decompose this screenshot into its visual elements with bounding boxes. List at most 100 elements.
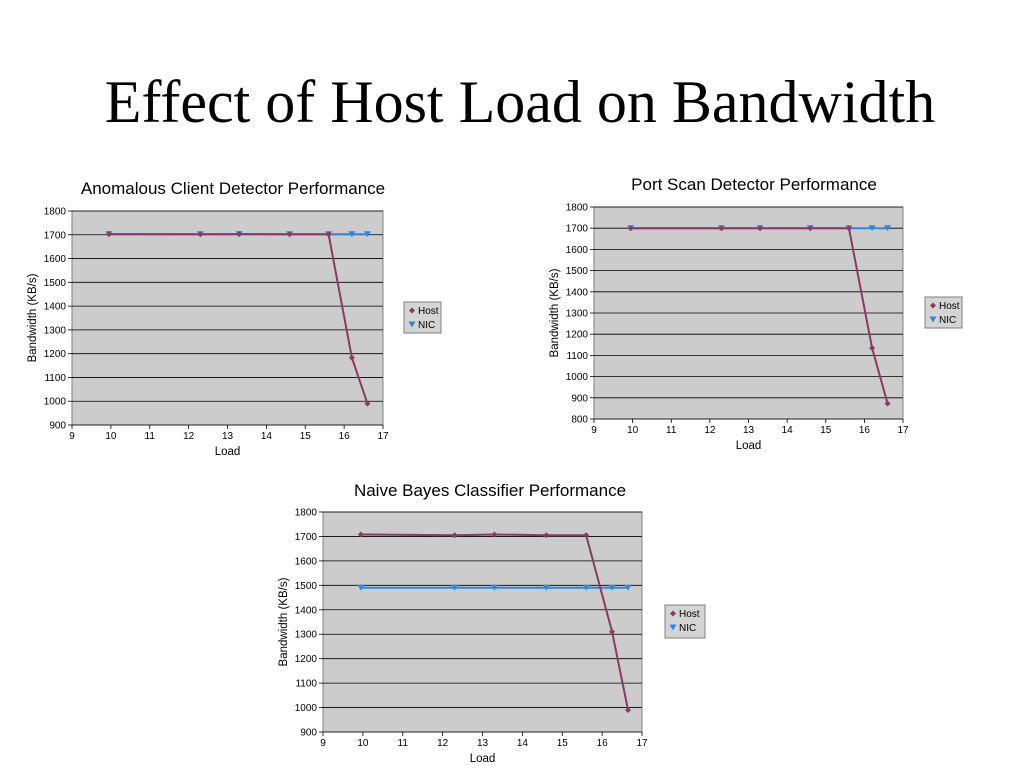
data-point-host	[807, 225, 814, 232]
y-tick-label: 1000	[566, 372, 589, 383]
data-point-host	[491, 531, 498, 538]
y-tick-label: 1600	[44, 254, 67, 265]
data-point-host	[105, 231, 112, 238]
data-point-nic	[363, 231, 371, 238]
y-tick-label: 1500	[566, 266, 589, 277]
data-point-host	[543, 532, 550, 539]
y-tick-label: 1100	[44, 373, 66, 384]
x-tick-label: 16	[597, 738, 609, 749]
x-tick-label: 14	[517, 738, 529, 749]
data-point-host	[609, 628, 616, 635]
data-point-host	[348, 354, 355, 361]
data-point-host	[627, 225, 634, 232]
x-tick-label: 11	[145, 431, 156, 442]
x-axis-label: Load	[470, 753, 496, 765]
x-tick-label: 11	[666, 425, 677, 436]
x-tick-label: 10	[105, 431, 117, 442]
x-tick-label: 12	[704, 425, 716, 436]
y-tick-label: 1800	[44, 207, 67, 218]
y-tick-label: 1000	[44, 397, 67, 408]
y-tick-label: 1500	[295, 581, 318, 592]
y-tick-label: 900	[49, 421, 66, 432]
legend-marker-nic	[408, 321, 416, 328]
legend-label: NIC	[418, 320, 435, 331]
data-point-host	[869, 344, 876, 351]
y-tick-label: 1600	[295, 556, 318, 567]
y-tick-label: 1600	[566, 245, 589, 256]
y-tick-label: 1800	[566, 203, 589, 214]
legend-marker-host	[670, 610, 676, 617]
x-tick-label: 10	[357, 738, 369, 749]
chart-title: Anomalous Client Detector Performance	[81, 179, 385, 198]
x-tick-label: 13	[477, 738, 489, 749]
y-tick-label: 800	[571, 415, 588, 426]
y-tick-label: 1200	[295, 654, 318, 665]
x-axis-label: Load	[215, 446, 241, 458]
data-point-host	[757, 225, 764, 232]
x-tick-label: 17	[377, 431, 389, 442]
x-tick-label: 16	[859, 425, 871, 436]
data-point-host	[625, 707, 632, 713]
y-tick-label: 1000	[295, 703, 318, 714]
x-tick-label: 15	[820, 425, 832, 436]
legend-marker-nic	[929, 316, 937, 323]
y-tick-label: 1100	[566, 351, 588, 362]
data-point-host	[236, 231, 243, 238]
data-point-nic	[624, 584, 632, 591]
x-tick-label: 12	[437, 738, 449, 749]
data-point-nic	[451, 584, 459, 591]
y-tick-label: 1300	[295, 630, 318, 641]
y-tick-label: 1100	[295, 679, 317, 690]
legend-box	[664, 604, 706, 639]
data-point-host	[845, 225, 852, 232]
slide-title: Effect of Host Load on Bandwidth	[104, 69, 936, 135]
data-point-nic	[357, 584, 365, 591]
legend-marker-nic	[669, 624, 677, 631]
chart-title: Naive Bayes Classifier Performance	[354, 481, 626, 500]
y-tick-label: 1300	[566, 309, 589, 320]
legend-label: Host	[939, 301, 960, 312]
legend-marker-host	[930, 302, 936, 309]
x-tick-label: 13	[743, 425, 755, 436]
y-tick-label: 1300	[44, 325, 67, 336]
y-tick-label: 900	[300, 728, 317, 739]
legend-box	[403, 301, 442, 334]
x-tick-label: 9	[69, 431, 75, 442]
legend-marker-host	[409, 307, 415, 314]
data-point-host	[197, 231, 204, 238]
data-point-nic	[348, 231, 356, 238]
data-point-host	[325, 231, 332, 238]
data-point-host	[357, 531, 364, 538]
x-tick-label: 14	[261, 431, 273, 442]
x-tick-label: 9	[591, 425, 597, 436]
y-tick-label: 1200	[44, 349, 67, 360]
y-axis-label: Bandwidth (KB/s)	[278, 577, 290, 666]
y-tick-label: 1800	[295, 508, 318, 519]
y-tick-label: 1400	[295, 605, 318, 616]
y-tick-label: 900	[571, 393, 588, 404]
data-point-host	[451, 532, 458, 539]
x-tick-label: 14	[782, 425, 794, 436]
data-point-host	[583, 532, 590, 539]
chart-title: Port Scan Detector Performance	[631, 175, 877, 194]
data-point-nic	[868, 225, 876, 232]
legend-label: Host	[679, 609, 700, 620]
y-tick-label: 1400	[44, 302, 67, 313]
x-tick-label: 12	[183, 431, 195, 442]
legend-label: Host	[418, 306, 439, 317]
x-tick-label: 9	[320, 738, 326, 749]
y-axis-label: Bandwidth (KB/s)	[549, 268, 561, 357]
x-tick-label: 13	[222, 431, 234, 442]
x-tick-label: 10	[627, 425, 639, 436]
x-tick-label: 15	[300, 431, 312, 442]
data-point-nic	[490, 584, 498, 591]
x-tick-label: 16	[339, 431, 351, 442]
data-point-nic	[884, 225, 892, 232]
data-point-host	[718, 225, 725, 232]
x-tick-label: 17	[897, 425, 909, 436]
x-tick-label: 17	[636, 738, 648, 749]
y-tick-label: 1200	[566, 330, 589, 341]
legend-box	[924, 296, 963, 329]
